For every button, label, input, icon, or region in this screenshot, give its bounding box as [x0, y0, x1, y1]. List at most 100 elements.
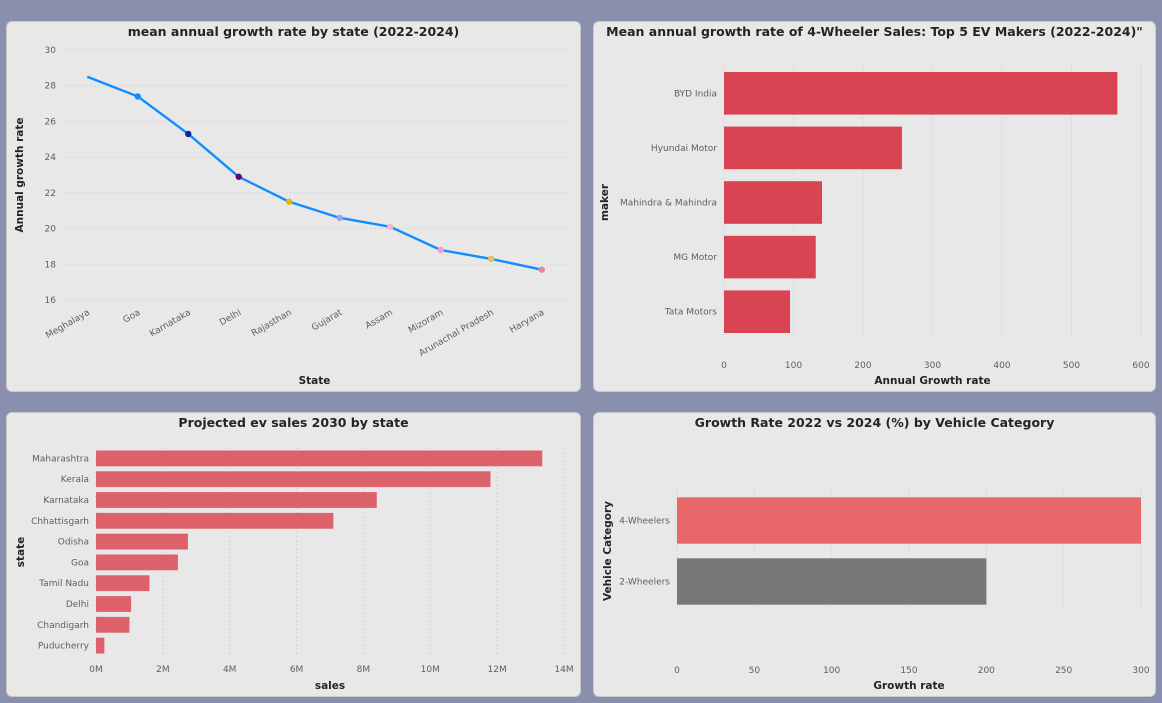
x-axis-title: Annual Growth rate — [874, 375, 990, 387]
x-tick-label: 600 — [1132, 361, 1149, 371]
x-tick-label: 150 — [900, 666, 917, 676]
x-tick-label: 300 — [924, 361, 941, 371]
bar — [96, 554, 178, 571]
data-point — [437, 246, 444, 254]
x-tick-label: Goa — [122, 308, 143, 326]
y-tick-label: 4-Wheelers — [619, 517, 670, 527]
x-tick-label: 200 — [978, 666, 995, 676]
bar — [677, 558, 987, 605]
x-tick-label: 8M — [357, 665, 371, 675]
x-tick-label: 0M — [89, 665, 103, 675]
x-tick-label: 12M — [488, 665, 507, 675]
x-tick-label: Assam — [364, 308, 395, 332]
y-axis-title: state — [15, 537, 27, 568]
x-tick-label: Haryana — [508, 308, 546, 336]
data-point — [185, 130, 192, 138]
bar — [96, 637, 105, 654]
chart-title: mean annual growth rate by state (2022-2… — [127, 24, 460, 39]
bar-chart-vehicle-category: 0 50 100 150 200 250 300 4-Wheelers 2-Wheelers Gr… — [602, 490, 1150, 692]
bar — [724, 290, 791, 333]
y-tick-label: BYD India — [674, 89, 717, 99]
y-tick-label: Tamil Nadu — [38, 579, 89, 589]
y-tick-label: 30 — [45, 46, 57, 56]
data-point — [235, 173, 242, 180]
bar — [96, 450, 543, 467]
bar — [96, 492, 377, 508]
data-point — [286, 198, 293, 205]
y-tick-label: 18 — [45, 260, 57, 270]
bar — [96, 596, 132, 612]
data-point — [387, 223, 394, 230]
chart-title: Growth Rate 2022 vs 2024 (%) by Vehicle … — [694, 415, 1055, 430]
y-axis-title: Vehicle Category — [602, 501, 614, 601]
y-tick-label: Goa — [71, 558, 89, 568]
series-line — [86, 75, 542, 271]
x-tick-label: 200 — [854, 361, 871, 371]
y-tick-label: Delhi — [66, 600, 89, 610]
y-tick-label: 24 — [45, 153, 57, 163]
x-tick-label: 4M — [223, 665, 237, 675]
y-tick-label: MG Motor — [673, 253, 717, 263]
y-axis-title: maker — [599, 183, 611, 221]
bar — [96, 575, 150, 592]
y-tick-label: 26 — [45, 117, 57, 127]
x-tick-label: 400 — [993, 361, 1010, 371]
x-axis-title: Growth rate — [873, 680, 944, 692]
x-tick-label: Mizoram — [407, 308, 445, 336]
x-tick-label: 500 — [1063, 361, 1080, 371]
y-tick-label: Odisha — [58, 538, 89, 548]
data-point — [336, 214, 343, 222]
x-tick-label: 50 — [749, 666, 761, 676]
x-tick-label: Meghalaya — [44, 308, 92, 341]
y-tick-label: Hyundai Motor — [651, 144, 717, 154]
chart-title: Mean annual growth rate of 4-Wheeler Sal… — [606, 24, 1143, 39]
bar — [96, 512, 334, 529]
bar — [724, 126, 902, 170]
y-tick-label: Chandigarh — [37, 621, 89, 631]
y-tick-label: Tata Motors — [664, 308, 717, 318]
data-point — [488, 255, 495, 263]
bar — [96, 471, 491, 488]
chart-panel-ev-makers: Mean annual growth rate of 4-Wheeler Sal… — [593, 21, 1156, 392]
x-axis-title: sales — [315, 680, 345, 692]
bar — [96, 533, 188, 550]
x-tick-label: Delhi — [218, 308, 243, 328]
bar-chart-ev-makers: 0 100 200 300 400 500 600 BYD India Hyundai Moto… — [599, 66, 1150, 387]
y-tick-label: Chhattisgarh — [31, 517, 89, 527]
data-point — [538, 266, 545, 273]
x-tick-label: 2M — [156, 665, 170, 675]
x-tick-label: Gujarat — [310, 308, 344, 334]
x-tick-label: 14M — [554, 665, 573, 675]
y-tick-label: 28 — [45, 82, 57, 92]
chart-panel-vehicle-category: Growth Rate 2022 vs 2024 (%) by Vehicle … — [593, 412, 1156, 697]
x-tick-label: 10M — [421, 665, 440, 675]
bar — [677, 497, 1141, 544]
x-tick-label: 300 — [1132, 666, 1149, 676]
x-tick-label: Karnataka — [148, 308, 193, 339]
x-tick-label: 0 — [674, 666, 680, 676]
chart-title: Projected ev sales 2030 by state — [178, 415, 409, 430]
x-tick-label: Rajasthan — [250, 308, 294, 339]
x-tick-label: 100 — [785, 361, 802, 371]
x-tick-label: 100 — [823, 666, 840, 676]
bar — [724, 72, 1118, 115]
y-tick-label: Maharashtra — [32, 454, 89, 464]
x-tick-label: 250 — [1055, 666, 1072, 676]
y-tick-label: Puducherry — [38, 642, 90, 652]
y-tick-label: 20 — [45, 225, 57, 235]
x-axis-title: State — [299, 375, 331, 387]
line-chart-state-growth: 16 18 20 22 24 26 28 30 Meghalaya Goa Karnataka Del… — [14, 46, 567, 387]
x-tick-label: 0 — [721, 361, 727, 371]
chart-panel-state-growth: mean annual growth rate by state (2022-2… — [6, 21, 581, 392]
y-tick-label: Karnataka — [43, 496, 89, 506]
y-tick-label: 16 — [45, 296, 57, 306]
y-tick-label: 2-Wheelers — [619, 578, 670, 588]
data-point — [134, 93, 141, 100]
x-tick-label: 6M — [290, 665, 304, 675]
y-axis-title: Annual growth rate — [14, 117, 26, 232]
y-tick-label: Mahindra & Mahindra — [620, 199, 717, 209]
bar — [96, 616, 130, 633]
y-tick-label: Kerala — [61, 475, 89, 485]
bar — [724, 181, 822, 224]
bar — [724, 235, 816, 279]
